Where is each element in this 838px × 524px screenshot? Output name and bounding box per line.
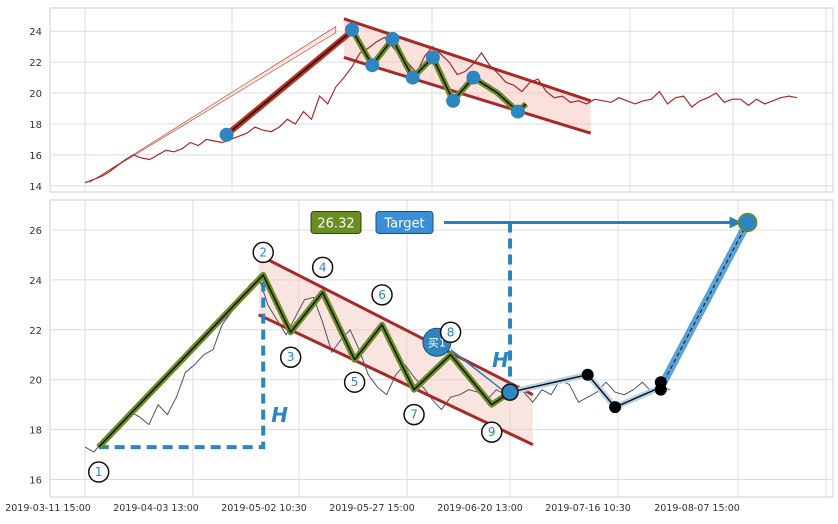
- target-value-text: 26.32: [317, 216, 354, 231]
- top-rise-core: [226, 33, 349, 136]
- extension-core: [509, 373, 662, 408]
- wave-label-circle: [343, 371, 366, 393]
- top-ytick-label: 16: [29, 151, 42, 162]
- top-price-line: [84, 36, 798, 184]
- top-ytick-label: 14: [29, 182, 42, 193]
- xtick-label: 2019-04-03 13:00: [113, 503, 199, 514]
- top-panel: 14 16 18 20 22 24: [29, 7, 834, 193]
- breakout-point: [501, 383, 519, 401]
- wave-label-number: 5: [351, 375, 359, 389]
- swing-point: [581, 368, 594, 381]
- top-pivot-point: [405, 70, 420, 85]
- top-channel-lower: [343, 56, 592, 135]
- swing-point: [654, 383, 667, 396]
- height-measure-left: [98, 277, 266, 450]
- top-pivot-point: [219, 127, 234, 142]
- wave-label-circle: [371, 284, 393, 306]
- bottom-ytick-label: 22: [29, 326, 42, 337]
- top-pivot-point: [510, 104, 525, 119]
- wave-label-circle: [252, 241, 274, 264]
- top-pivot-point: [365, 58, 380, 73]
- top-ytick-label: 18: [29, 120, 42, 131]
- top-pivot-point: [425, 50, 440, 65]
- wave-label-number: 9: [488, 425, 496, 439]
- top-projection-wedge: [88, 26, 337, 183]
- top-plot-frame: [49, 7, 834, 193]
- top-pivot-point: [345, 22, 359, 37]
- swing-point: [609, 401, 622, 414]
- wave-label-number: 3: [287, 350, 295, 364]
- wave-label-circle: [439, 321, 462, 344]
- wave-label-circle: [480, 421, 503, 443]
- wave-label-number: 6: [378, 288, 386, 302]
- xtick-label: 2019-08-07 15:00: [654, 503, 740, 514]
- wave-label-number: 7: [410, 408, 418, 422]
- top-channel-upper: [343, 17, 592, 103]
- target-label-badge: [375, 210, 434, 234]
- target-label-text: Target: [383, 216, 424, 231]
- xtick-label: 2019-05-27 15:00: [329, 503, 415, 514]
- bottom-ytick-label: 20: [29, 376, 42, 387]
- wave-label-circle: [403, 403, 425, 426]
- bottom-ytick-label: 18: [29, 426, 42, 437]
- top-ytick-label: 22: [29, 58, 42, 69]
- wave-label-circle: [311, 256, 334, 279]
- top-pivot-point: [446, 93, 461, 108]
- top-pivot-point: [466, 70, 481, 85]
- target-value-badge: [310, 210, 362, 234]
- top-pivot-point: [385, 31, 400, 46]
- bottom-ytick-label: 24: [29, 276, 42, 287]
- height-label-right: H: [492, 348, 509, 372]
- bottom-channel-upper: [257, 253, 534, 397]
- target-arrowhead: [729, 216, 742, 229]
- buy-marker-text: 买1: [428, 336, 446, 349]
- bottom-ytick-label: 26: [29, 226, 42, 237]
- wave-label-number: 4: [319, 260, 327, 274]
- xtick-label: 2019-06-20 13:00: [437, 503, 523, 514]
- top-ytick-label: 20: [29, 89, 42, 100]
- top-wave-core: [351, 29, 527, 113]
- bottom-wave-core: [98, 274, 511, 448]
- xtick-label: 2019-05-02 10:30: [221, 503, 307, 514]
- target-point: [737, 212, 758, 233]
- bottom-price-line: [84, 276, 671, 453]
- height-label-left: H: [271, 403, 288, 427]
- bottom-panel: 16 18 20 22 24 26 H H 26.32 Target 买1 1 2 3 4 5 6 7 8 9: [29, 199, 834, 498]
- buy-arrow-line: [450, 349, 503, 391]
- xtick-label: 2019-07-16 10:30: [545, 503, 631, 514]
- bottom-ytick-label: 16: [29, 476, 42, 487]
- wave-label-circle: [87, 461, 110, 483]
- xtick-label: 2019-03-11 15:00: [5, 503, 91, 514]
- wave-label-number: 1: [95, 465, 103, 479]
- x-axis: 2019-03-11 15:00 2019-04-03 13:00 2019-05-…: [5, 503, 740, 514]
- wave-label-number: 2: [259, 245, 267, 259]
- wave-label-number: 8: [447, 325, 455, 339]
- target-projection-core: [660, 222, 749, 388]
- top-ytick-label: 24: [29, 27, 42, 38]
- wave-label-circle: [279, 346, 302, 368]
